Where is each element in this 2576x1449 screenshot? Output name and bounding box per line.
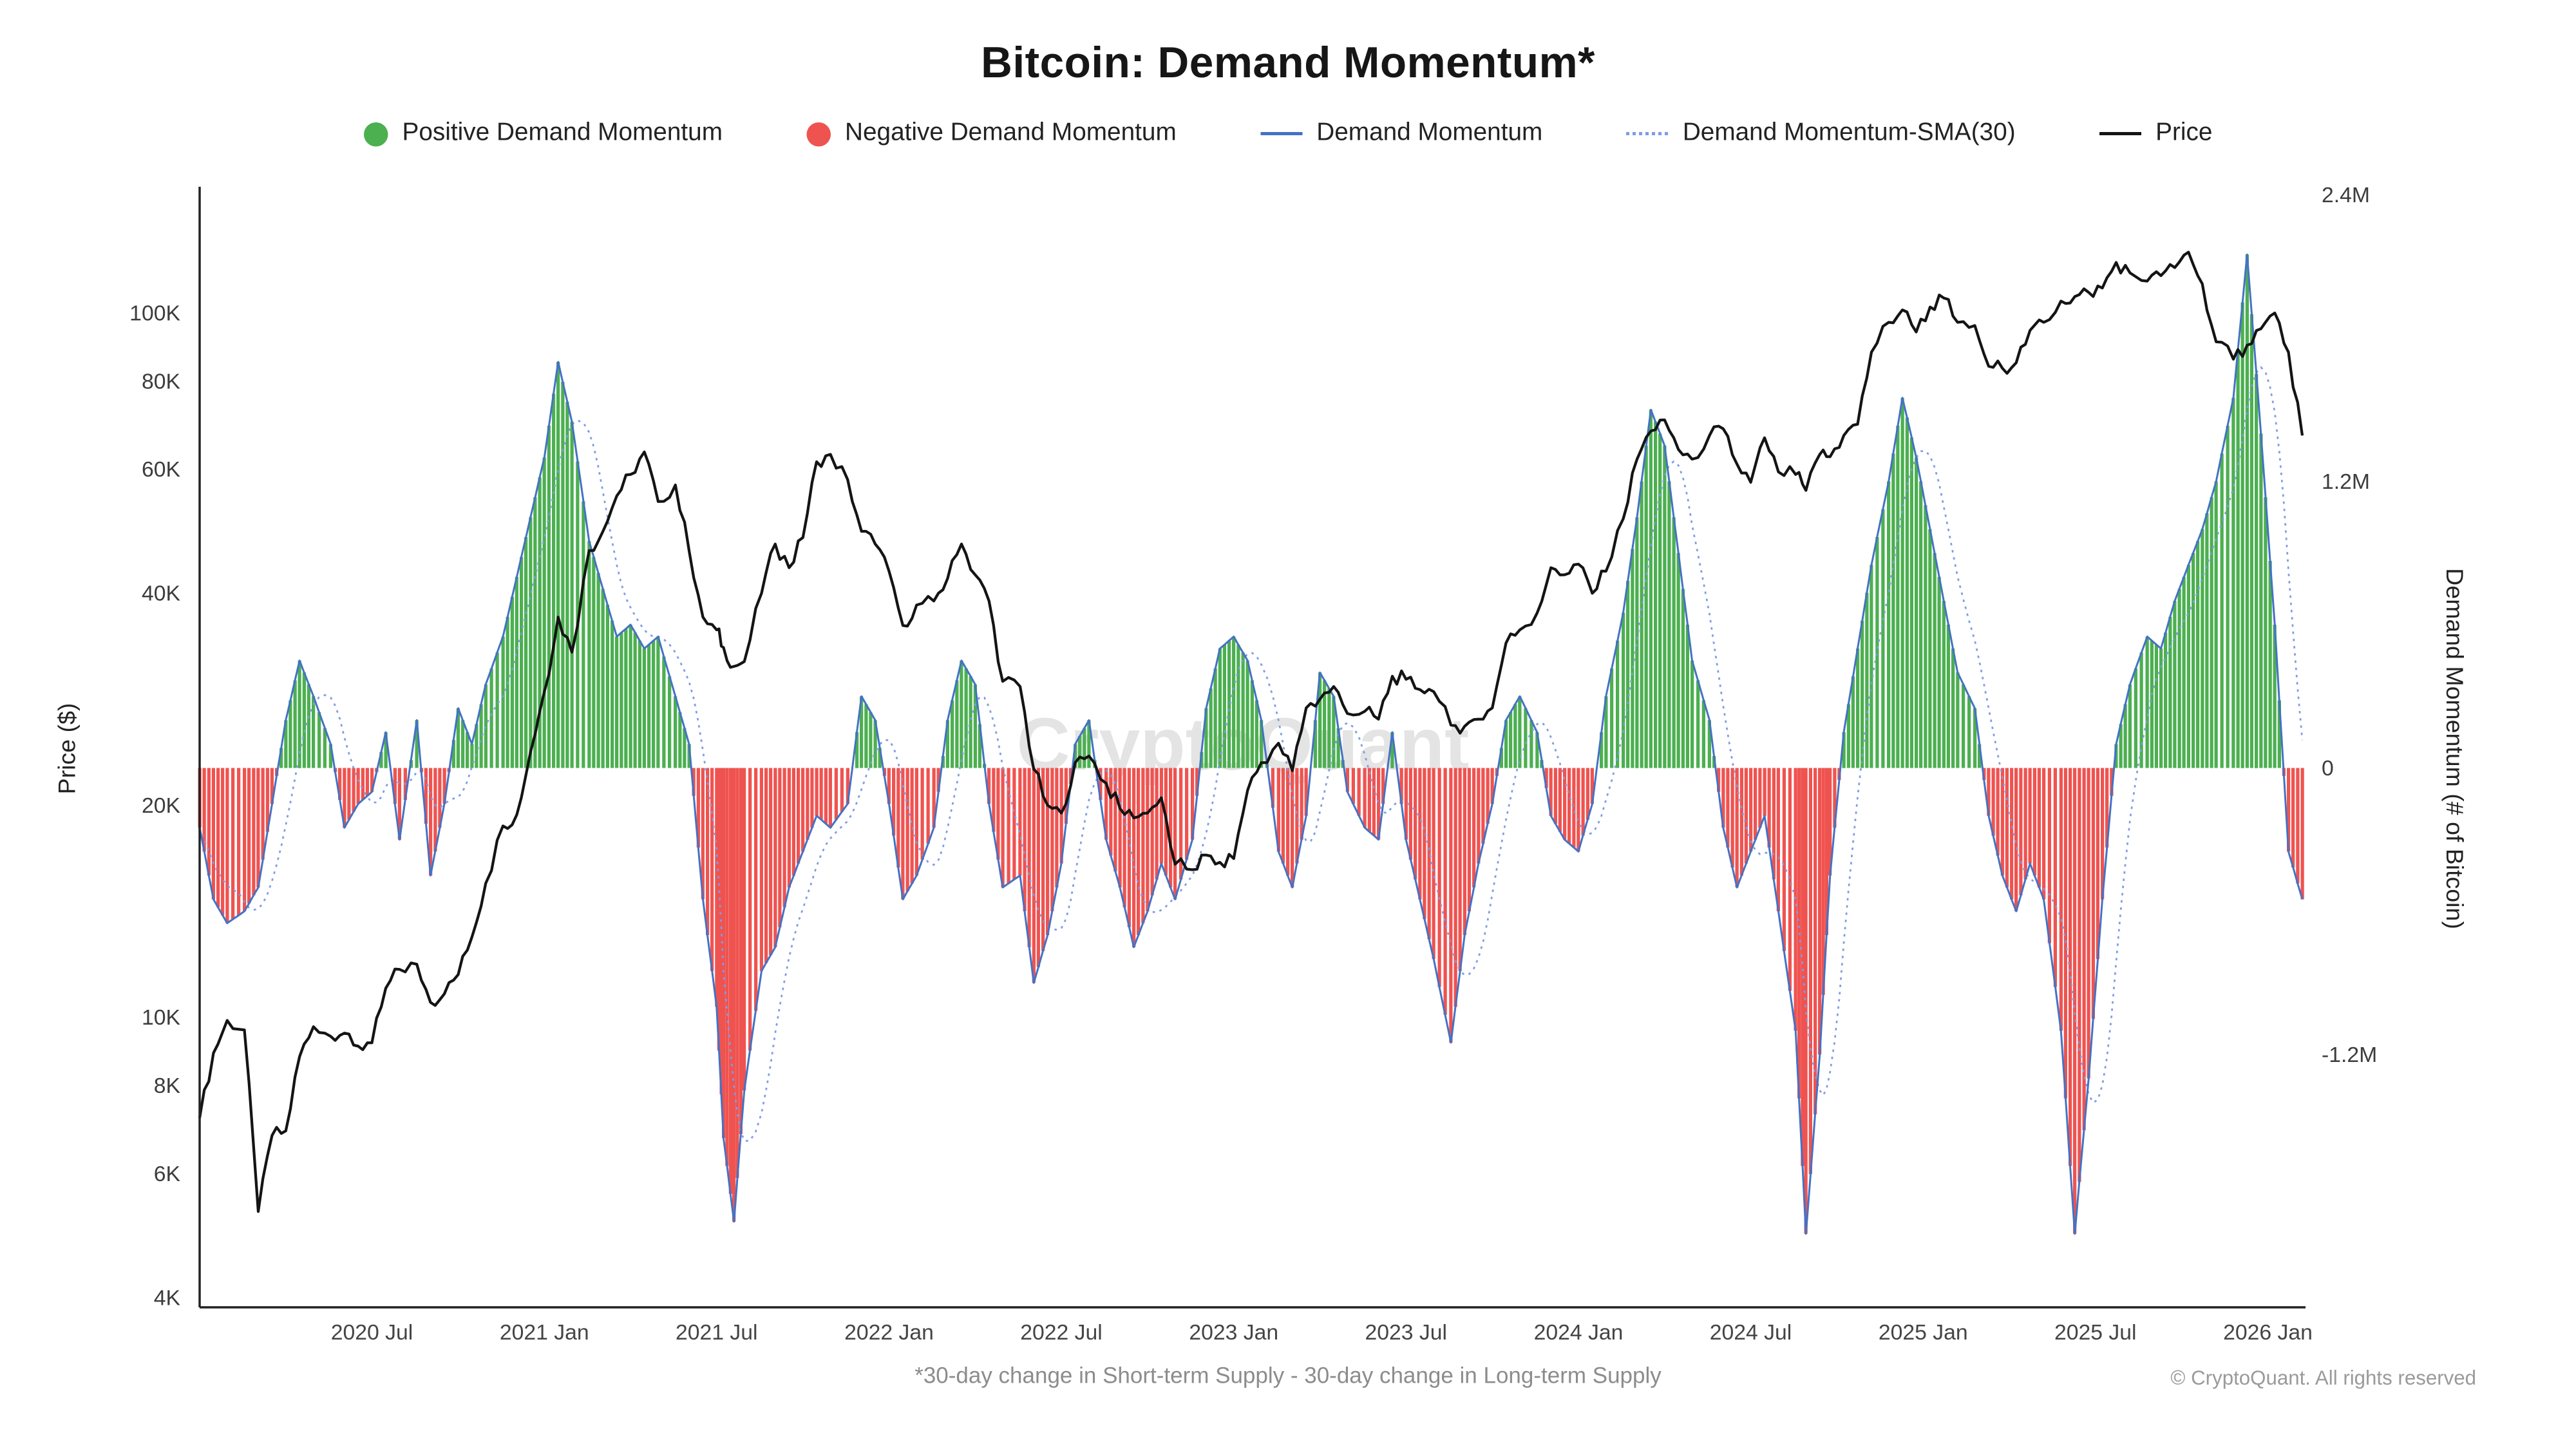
price-tick-label: 8K (154, 1074, 181, 1098)
momentum-tick-label: 1.2M (2322, 469, 2370, 494)
chart-footnote: *30-day change in Short-term Supply - 30… (914, 1362, 1662, 1388)
momentum-sma-line (198, 366, 2304, 1142)
price-line-icon (2099, 132, 2141, 135)
legend-item-negative-demand-momentum[interactable]: Negative Demand Momentum (806, 119, 1177, 148)
legend-label: Positive Demand Momentum (402, 119, 723, 147)
price-line (198, 251, 2304, 1213)
legend-item-demand-momentum-sma[interactable]: Demand Momentum-SMA(30) (1626, 119, 2016, 148)
x-tick-label: 2024 Jul (1710, 1320, 1792, 1345)
momentum-line (198, 253, 2304, 1235)
price-tick-label: 40K (142, 582, 181, 606)
legend-label: Negative Demand Momentum (844, 119, 1177, 147)
momentum-axis-title: Demand Momentum (# of Bitcoin) (2439, 568, 2468, 929)
x-tick-label: 2023 Jan (1189, 1320, 1278, 1345)
momentum-tick-label: 2.4M (2322, 183, 2370, 207)
x-tick-label: 2022 Jul (1020, 1320, 1103, 1345)
price-tick-label: 6K (154, 1162, 181, 1186)
legend-label: Price (2155, 119, 2213, 147)
price-tick-label: 10K (142, 1005, 181, 1030)
chart-title: Bitcoin: Demand Momentum* (981, 39, 1595, 87)
x-tick-label: 2021 Jul (676, 1320, 758, 1345)
x-tick-label: 2025 Jul (2054, 1320, 2137, 1345)
momentum-line-icon (1260, 132, 1302, 135)
price-tick-label: 60K (142, 457, 181, 482)
price-tick-label: 4K (154, 1285, 181, 1310)
momentum-tick-label: -1.2M (2322, 1043, 2377, 1067)
price-axis-title: Price ($) (53, 703, 82, 795)
momentum-tick-label: 0 (2322, 756, 2334, 781)
price-tick-label: 20K (142, 793, 181, 818)
x-tick-label: 2023 Jul (1365, 1320, 1447, 1345)
x-tick-label: 2024 Jan (1534, 1320, 1624, 1345)
negative-momentum-dot-icon (806, 121, 831, 146)
positive-momentum-dot-icon (363, 121, 388, 146)
momentum-bars (198, 254, 2304, 1234)
legend-item-positive-demand-momentum[interactable]: Positive Demand Momentum (363, 119, 723, 148)
price-tick-label: 100K (129, 301, 180, 325)
legend-item-price[interactable]: Price (2099, 119, 2213, 148)
chart-legend: Positive Demand Momentum Negative Demand… (0, 119, 2576, 148)
x-tick-label: 2021 Jan (500, 1320, 589, 1345)
x-tick-label: 2022 Jan (844, 1320, 934, 1345)
legend-label: Demand Momentum (1316, 119, 1543, 147)
momentum-sma-line-icon (1626, 132, 1669, 135)
legend-item-demand-momentum[interactable]: Demand Momentum (1260, 119, 1543, 148)
price-tick-label: 80K (142, 369, 181, 393)
copyright-text: © CryptoQuant. All rights reserved (2170, 1367, 2476, 1390)
legend-label: Demand Momentum-SMA(30) (1682, 119, 2016, 147)
x-tick-label: 2020 Jul (331, 1320, 413, 1345)
x-tick-label: 2026 Jan (2223, 1320, 2313, 1345)
x-tick-label: 2025 Jan (1879, 1320, 1968, 1345)
